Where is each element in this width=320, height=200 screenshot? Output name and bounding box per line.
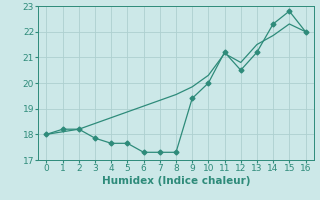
X-axis label: Humidex (Indice chaleur): Humidex (Indice chaleur) bbox=[102, 176, 250, 186]
